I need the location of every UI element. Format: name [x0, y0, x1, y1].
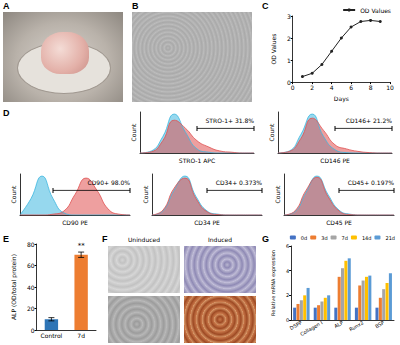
svg-text:4: 4	[330, 84, 334, 91]
svg-text:DSPP: DSPP	[289, 319, 303, 331]
html-text:Uninduced: Uninduced	[128, 236, 160, 243]
svg-text:0: 0	[291, 84, 295, 91]
svg-text:Days: Days	[334, 95, 349, 103]
html-text:C: C	[262, 1, 269, 11]
svg-text:BSP: BSP	[374, 319, 385, 329]
svg-text:80: 80	[27, 241, 35, 248]
svg-text:4: 4	[286, 268, 289, 274]
svg-text:60: 60	[27, 262, 35, 269]
svg-text:Count: Count	[10, 185, 17, 203]
html-text:F: F	[102, 234, 108, 244]
svg-text:3: 3	[287, 13, 291, 20]
svg-text:40: 40	[27, 284, 35, 291]
svg-text:20: 20	[27, 305, 35, 312]
svg-text:2: 2	[287, 35, 291, 42]
svg-text:CD146+ 21.2%: CD146+ 21.2%	[346, 117, 393, 124]
svg-text:Collagen I: Collagen I	[299, 319, 324, 337]
svg-text:0: 0	[31, 327, 35, 334]
html-text:D: D	[3, 108, 10, 118]
svg-text:Count: Count	[274, 185, 281, 203]
svg-text:OD Values: OD Values	[270, 34, 277, 65]
svg-text:ALP: ALP	[333, 319, 344, 329]
svg-text:CD34+ 0.373%: CD34+ 0.373%	[216, 179, 263, 186]
svg-text:0: 0	[286, 78, 291, 86]
svg-text:10: 10	[386, 84, 394, 91]
svg-text:14d: 14d	[362, 235, 372, 241]
svg-text:CD90 PE: CD90 PE	[62, 219, 88, 226]
svg-text:7d: 7d	[77, 332, 85, 339]
svg-text:STRO-1+ 31.8%: STRO-1+ 31.8%	[205, 117, 254, 124]
svg-text:Count: Count	[130, 123, 137, 141]
html-text:A: A	[3, 1, 10, 11]
svg-text:Relative mRNA expression: Relative mRNA expression	[270, 250, 277, 316]
svg-text:Control: Control	[41, 332, 63, 339]
svg-text:Count: Count	[268, 123, 275, 141]
svg-text:2: 2	[286, 292, 289, 298]
svg-text:6: 6	[349, 84, 353, 91]
svg-text:8: 8	[369, 84, 373, 91]
html-text:B: B	[132, 1, 139, 11]
svg-text:1: 1	[287, 57, 291, 64]
svg-text:Runx2: Runx2	[348, 319, 365, 332]
html-text:E: E	[3, 234, 9, 244]
svg-text:STRO-1 APC: STRO-1 APC	[179, 157, 215, 164]
svg-text:OD Values: OD Values	[360, 7, 391, 14]
svg-text:CD90+ 98.0%: CD90+ 98.0%	[88, 179, 131, 186]
svg-text:CD146 PE: CD146 PE	[320, 157, 350, 164]
svg-text:21d: 21d	[385, 235, 395, 241]
svg-text:2: 2	[310, 84, 314, 91]
svg-text:0d: 0d	[301, 235, 307, 241]
svg-text:7d: 7d	[342, 235, 348, 241]
svg-text:CD45 PE: CD45 PE	[326, 219, 352, 226]
svg-text:6: 6	[286, 243, 289, 249]
html-text:G: G	[262, 234, 269, 244]
html-text:Induced: Induced	[208, 236, 232, 243]
svg-text:ALP (OD/total protein): ALP (OD/total protein)	[10, 254, 18, 320]
svg-text:3d: 3d	[321, 235, 327, 241]
svg-text:CD45+ 0.197%: CD45+ 0.197%	[348, 179, 395, 186]
svg-text:**: **	[78, 242, 86, 250]
svg-text:Count: Count	[142, 185, 149, 203]
svg-text:0: 0	[286, 317, 289, 323]
svg-text:CD34 PE: CD34 PE	[194, 219, 220, 226]
